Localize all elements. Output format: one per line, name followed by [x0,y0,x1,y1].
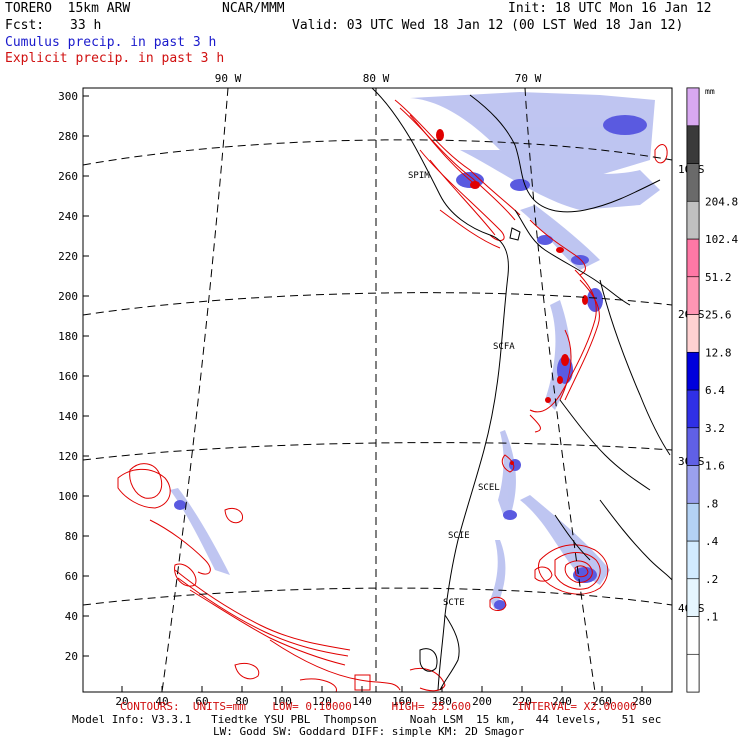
explicit-precip-contours [117,99,668,693]
y-tick-label: 40 [65,610,78,623]
y-tick-label: 200 [58,290,78,303]
x-tick-label: 200 [472,695,492,708]
station-scfa: SCFA [493,342,515,352]
colorbar-swatch [686,125,700,164]
colorbar: .1.2.4.81.63.26.412.825.651.2102.4204.8 … [686,87,738,693]
colorbar-swatch [686,276,700,315]
station-scel: SCEL [478,483,500,493]
y-tick-label: 60 [65,570,78,583]
y-tick-label: 300 [58,90,78,103]
model-title: TORERO 15km ARW [5,1,131,16]
lon-label: 80 W [363,72,390,85]
y-tick-label: 160 [58,370,78,383]
y-tick-labels: 20 40 60 80 100 120 140 160 180 200 220 … [58,90,78,663]
x-tick-label: 40 [155,695,168,708]
lon-label: 70 W [515,72,542,85]
colorbar-swatch [686,653,700,693]
y-tick-label: 140 [58,410,78,423]
x-tick-labels: 20 40 60 80 100 120 140 160 180 200 220 … [115,695,652,708]
colorbar-level-label: 1.6 [705,460,725,473]
x-tick-label: 240 [552,695,572,708]
colorbar-swatches [686,87,700,693]
colorbar-level-label: .8 [705,497,718,510]
forecast-value: 33 h [70,18,102,33]
station-scte: SCTE [443,598,465,608]
cumulus-legend-line: Cumulus precip. in past 3 h [5,35,217,50]
colorbar-level-label: 204.8 [705,195,738,208]
x-tick-label: 100 [272,695,292,708]
valid-time: Valid: 03 UTC Wed 18 Jan 12 (00 LST Wed … [292,18,684,33]
y-tick-label: 20 [65,650,78,663]
explicit-legend-line: Explicit precip. in past 3 h [5,51,225,66]
colorbar-unit: mm [705,87,715,96]
coastlines [371,87,673,691]
colorbar-swatch [686,465,700,504]
y-tick-label: 120 [58,450,78,463]
colorbar-swatch [686,200,700,240]
colorbar-swatch [686,427,700,466]
longitude-labels: 90 W 80 W 70 W [215,72,542,85]
colorbar-swatch [686,578,700,617]
lon-label: 90 W [215,72,242,85]
y-tick-label: 240 [58,210,78,223]
forecast-label: Fcst: [5,18,45,33]
x-tick-label: 140 [352,695,372,708]
x-tick-label: 20 [115,695,128,708]
x-tick-label: 120 [312,695,332,708]
y-tick-label: 100 [58,490,78,503]
y-tick-label: 180 [58,330,78,343]
colorbar-swatch [686,87,700,127]
x-tick-label: 260 [592,695,612,708]
x-tick-label: 280 [632,695,652,708]
colorbar-level-label: .2 [705,573,718,586]
colorbar-level-label: .4 [705,535,719,548]
station-spim: SPIM [408,171,430,181]
colorbar-level-label: 6.4 [705,384,725,397]
x-tick-label: 220 [512,695,532,708]
station-scie: SCIE [448,531,470,541]
colorbar-level-label: 3.2 [705,422,725,435]
cumulus-precip-shading [170,92,660,610]
contour-info: CONTOURS: UNITS=mm LOW= 0.10000 HIGH= 25… [120,700,637,713]
plot-frame [82,87,673,693]
x-tick-label: 180 [432,695,452,708]
colorbar-level-label: 25.6 [705,309,732,322]
explicit-precip-cores [436,129,588,465]
physics-info: LW: Godd SW: Goddard DIFF: simple KM: 2D… [213,725,525,738]
lat-lon-grid [82,87,673,693]
y-tick-label: 280 [58,130,78,143]
y-axis [83,95,89,657]
colorbar-labels: .1 .2 .4 .8 1.6 3.2 6.4 12.8 25.6 51.2 102.4 204.8 [705,195,738,623]
x-tick-label: 80 [235,695,248,708]
colorbar-swatch [686,238,700,278]
x-tick-label: 60 [195,695,208,708]
colorbar-level-label: 12.8 [705,346,732,359]
init-time: Init: 18 UTC Mon 16 Jan 12 [508,1,712,16]
model-info: Model Info: V3.3.1 Tiedtke YSU PBL Thomp… [72,713,662,726]
station-labels: SPIM SCFA SCEL SCIE SCTE [408,171,515,608]
colorbar-level-label: 51.2 [705,271,732,284]
y-tick-label: 260 [58,170,78,183]
colorbar-level-label: 102.4 [705,233,738,246]
colorbar-swatch [686,314,700,353]
colorbar-swatch [686,540,700,580]
y-tick-label: 80 [65,530,78,543]
colorbar-swatch [686,502,700,542]
colorbar-level-label: .1 [705,611,718,624]
x-axis [121,686,643,692]
colorbar-swatch [686,616,700,655]
colorbar-swatch [686,163,700,202]
y-tick-label: 220 [58,250,78,263]
x-tick-label: 160 [392,695,412,708]
colorbar-swatch [686,351,700,391]
center-name: NCAR/MMM [222,1,285,16]
colorbar-swatch [686,389,700,429]
